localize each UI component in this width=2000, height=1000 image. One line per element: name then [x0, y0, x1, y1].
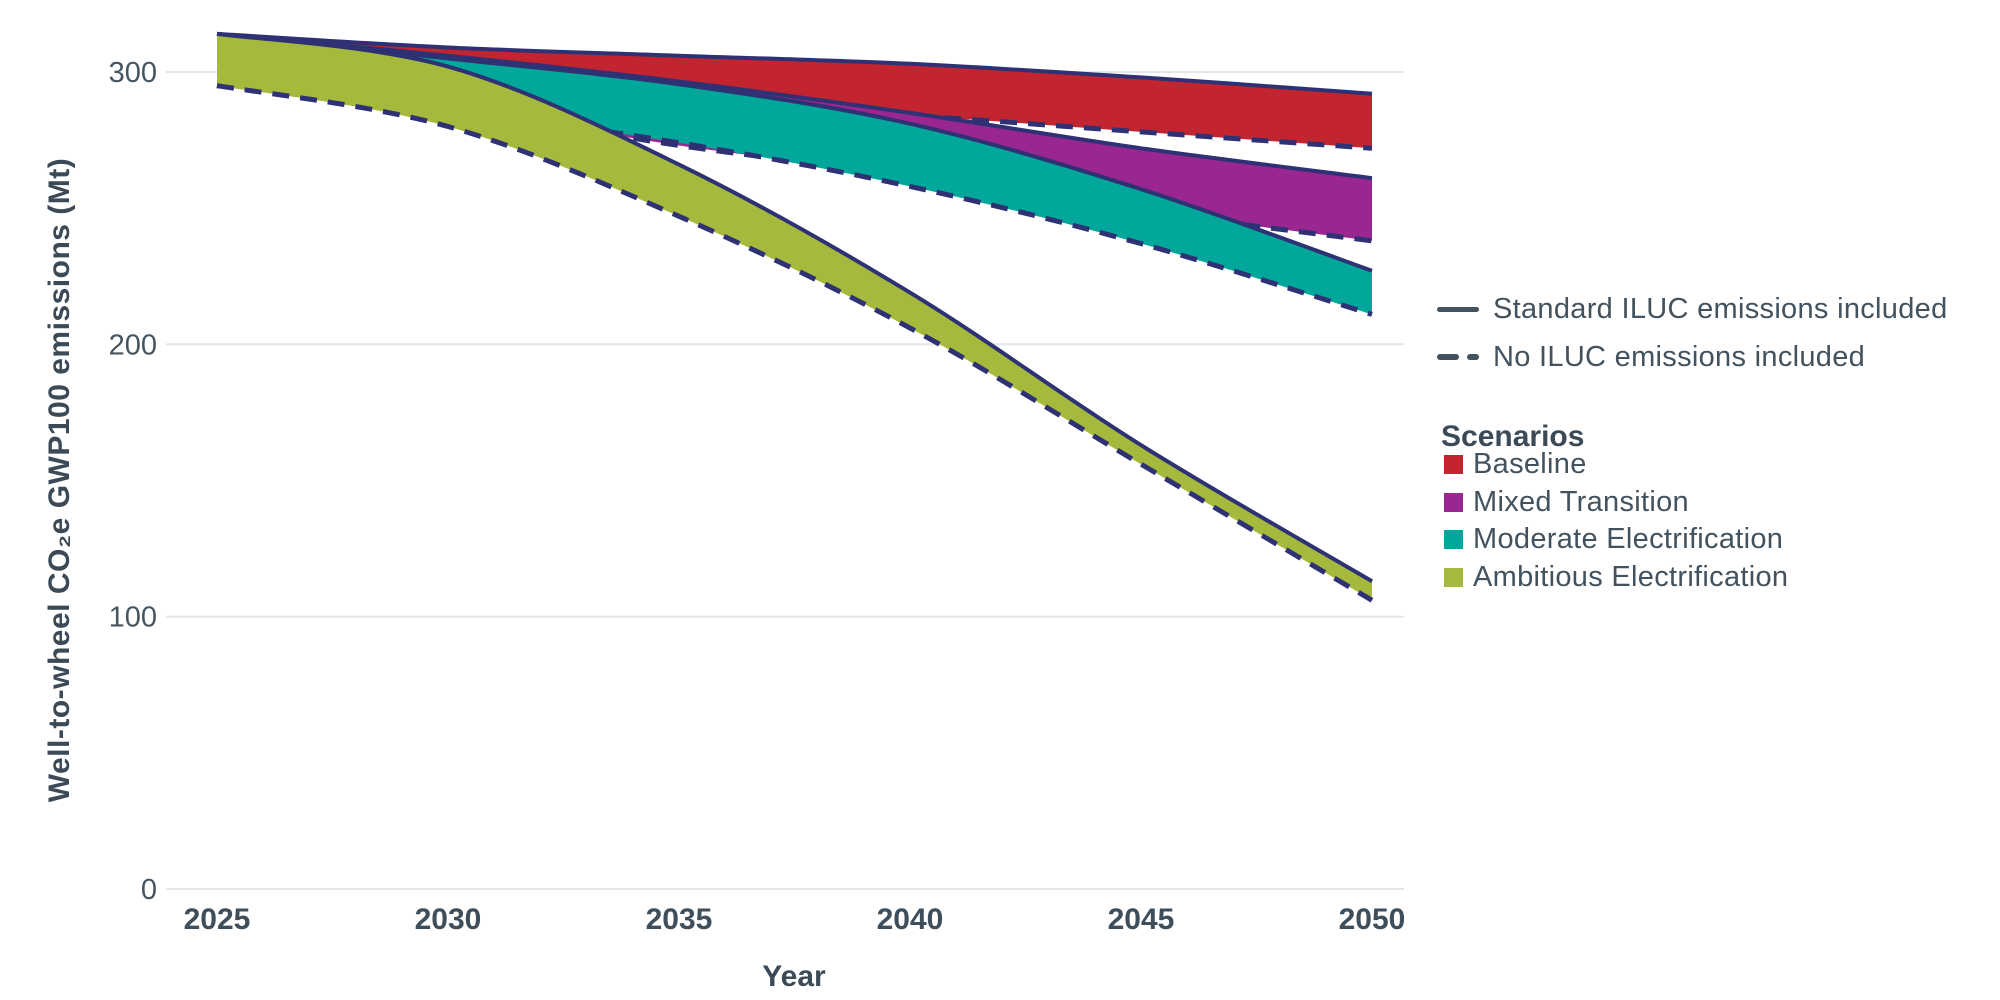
- legend-item-baseline: Baseline: [1444, 447, 1587, 480]
- x-tick-label-2045: 2045: [1108, 903, 1175, 936]
- x-tick-label-2035: 2035: [646, 903, 713, 936]
- line-solid-ambitious-electrification: [216, 31, 1374, 584]
- legend-solid-label: Standard ILUC emissions included: [1493, 292, 1948, 325]
- line-dashed-ambitious-electrification: [216, 83, 1374, 603]
- legend-swatch-moderate-electrification: [1444, 529, 1463, 549]
- x-tick-label-2040: 2040: [877, 903, 944, 936]
- x-tick-label-2025: 2025: [184, 903, 251, 936]
- y-tick-label-0: 0: [141, 874, 157, 906]
- legend-dashed-label: No ILUC emissions included: [1493, 340, 1866, 373]
- band-ambitious-electrification: [217, 33, 1372, 601]
- legend-label-moderate-electrification: Moderate Electrification: [1473, 522, 1784, 555]
- y-tick-label-300: 300: [109, 57, 157, 89]
- legend-item-moderate-electrification: Moderate Electrification: [1444, 522, 1784, 555]
- legend-label-mixed-transition: Mixed Transition: [1473, 485, 1689, 518]
- y-tick-label-100: 100: [109, 602, 157, 634]
- line-solid-baseline: [216, 31, 1373, 96]
- solid-line-swatch-icon: [1437, 306, 1479, 312]
- legend-label-ambitious-electrification: Ambitious Electrification: [1473, 560, 1789, 593]
- line-solid-moderate-electrification: [216, 31, 1373, 273]
- y-axis-title: Well-to-wheel CO₂e GWP100 emissions (Mt): [43, 157, 76, 803]
- line-solid-mixed-transition: [216, 31, 1373, 181]
- legend-item-mixed-transition: Mixed Transition: [1444, 485, 1689, 518]
- legend-swatch-mixed-transition: [1444, 492, 1463, 512]
- legend-row-dashed: No ILUC emissions included: [1437, 340, 1865, 374]
- legend-swatch-baseline: [1444, 454, 1463, 474]
- legend-scenarios-title: Scenarios: [1441, 420, 1585, 453]
- legend-row-solid: Standard ILUC emissions included: [1437, 292, 1948, 326]
- legend-item-ambitious-electrification: Ambitious Electrification: [1444, 560, 1789, 593]
- dashed-line-swatch-icon: [1437, 354, 1479, 360]
- x-tick-label-2030: 2030: [415, 903, 482, 936]
- x-axis-title: Year: [762, 960, 826, 993]
- x-tick-label-2050: 2050: [1339, 903, 1406, 936]
- y-tick-label-200: 200: [109, 329, 157, 361]
- legend-swatch-ambitious-electrification: [1444, 567, 1463, 587]
- legend-label-baseline: Baseline: [1473, 447, 1587, 480]
